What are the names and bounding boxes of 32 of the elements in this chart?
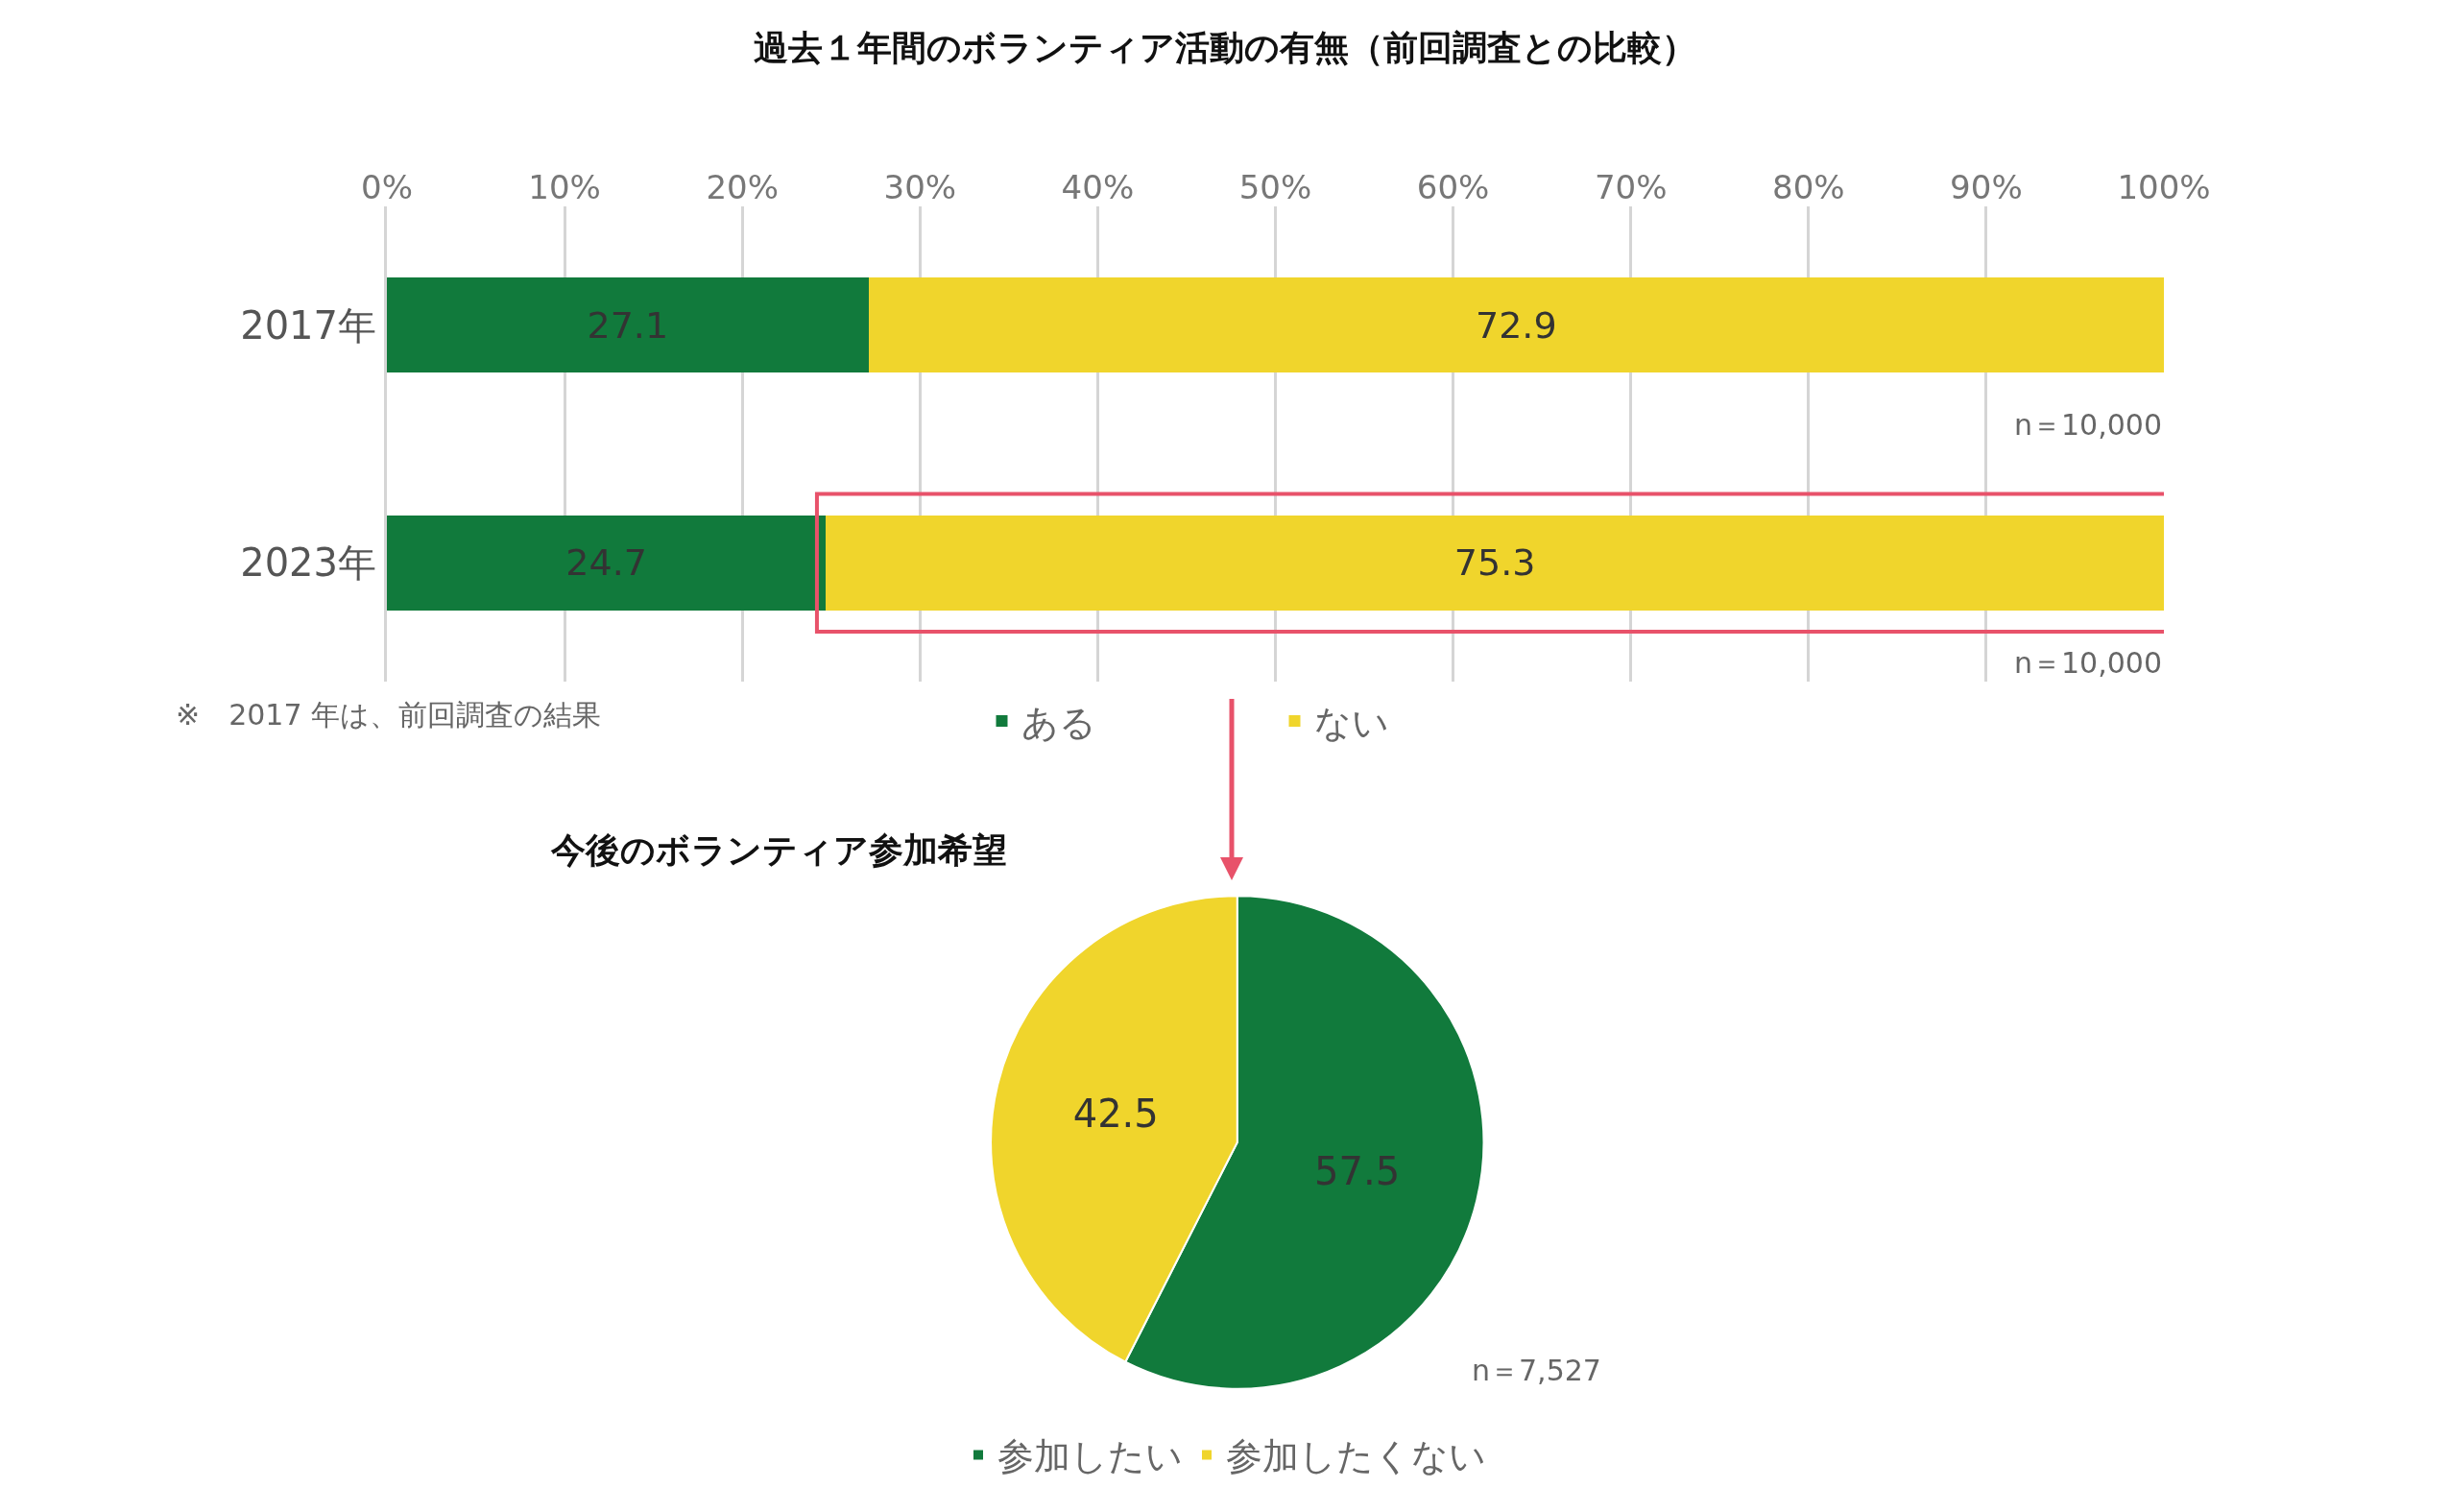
chart-title: 過去１年間のボランティア活動の有無（前回調査との比較） xyxy=(754,28,1696,68)
legend-label: ない xyxy=(1313,701,1389,744)
data-label: 24.7 xyxy=(565,541,647,585)
x-tick-label: 90% xyxy=(1950,168,2023,207)
data-label: 42.5 xyxy=(1072,1091,1159,1136)
text: n＝7,527 xyxy=(1472,1354,1601,1387)
x-tick-label: 80% xyxy=(1772,168,1845,207)
bar xyxy=(868,277,2164,373)
chart-title: 今後のボランティア参加希望 xyxy=(550,830,1008,871)
x-tick-label: 40% xyxy=(1061,168,1135,207)
x-tick-label: 50% xyxy=(1238,168,1312,207)
x-tick-label: 10% xyxy=(528,168,601,207)
x-tick-label: 30% xyxy=(883,168,957,207)
x-tick-label: 20% xyxy=(706,168,779,207)
annotation: n＝10,000 xyxy=(2014,408,2162,442)
text: ※ 2017 年は、前回調査の結果 xyxy=(176,698,602,732)
bar xyxy=(387,515,827,611)
data-label: 57.5 xyxy=(1314,1148,1401,1193)
data-label: 72.9 xyxy=(1476,303,1557,347)
legend-label: ある xyxy=(1021,701,1096,744)
annotation: n＝10,000 xyxy=(2014,646,2162,680)
x-tick-label: 100% xyxy=(2117,168,2211,207)
y-tick-label: 2017年 xyxy=(240,302,376,348)
legend-label: 参加したくない xyxy=(1226,1435,1486,1478)
data-label: 75.3 xyxy=(1453,541,1536,585)
data-label: 27.1 xyxy=(587,303,669,347)
y-tick-label: 2023年 xyxy=(240,540,376,586)
legend-label: 参加したい xyxy=(997,1435,1183,1478)
x-tick-label: 60% xyxy=(1416,168,1490,207)
x-tick-label: 0% xyxy=(361,168,413,207)
bar xyxy=(387,277,869,373)
x-tick-label: 70% xyxy=(1594,168,1668,207)
